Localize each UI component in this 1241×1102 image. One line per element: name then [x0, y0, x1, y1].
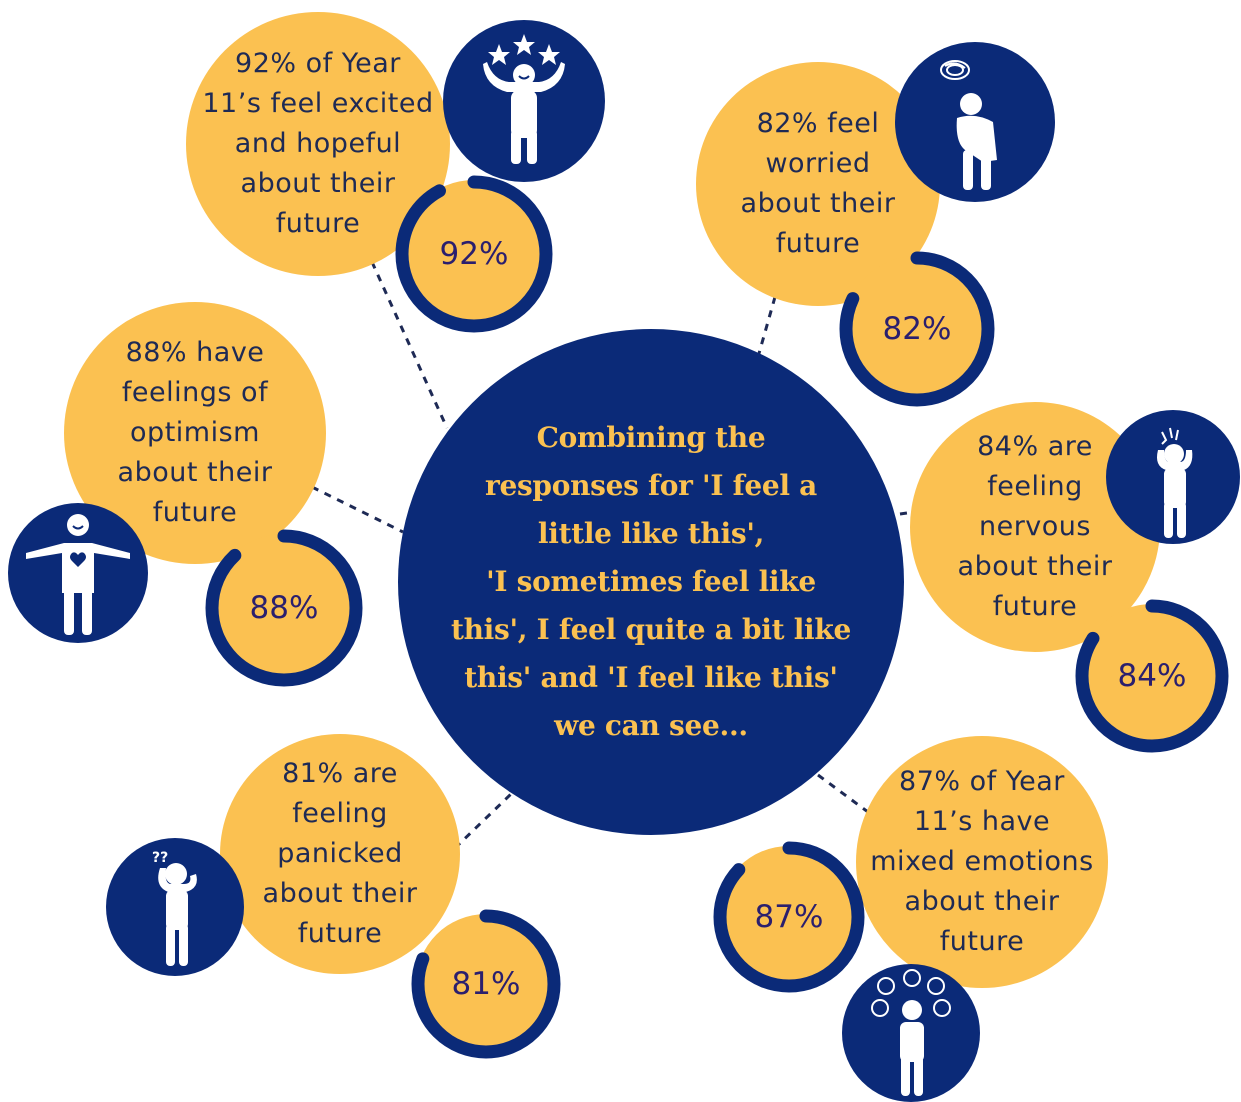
stat-text-excited: 92% of Year 11’s feel excited and hopefu… [202, 48, 434, 239]
ring-arc-nervous [1075, 599, 1229, 753]
percent-label-worried: 82% [882, 311, 952, 347]
percent-label-panicked: 81% [451, 966, 521, 1002]
confused-person-question-marks-icon: ?? [106, 838, 244, 976]
center-summary-text: Combining the responses for 'I feel a li… [450, 421, 851, 742]
svg-text:??: ?? [152, 850, 168, 866]
stat-bubble-excited: 92% of Year 11’s feel excited and hopefu… [186, 12, 450, 276]
thinking-person-emotions-icon [842, 964, 980, 1102]
connector-panicked [453, 792, 513, 850]
ring-arc-mixed [713, 841, 865, 993]
connector-worried [756, 296, 777, 358]
ring-arc-excited [395, 175, 553, 333]
connector-optimism [311, 485, 404, 534]
stat-text-worried: 82% feel worried about their future [740, 108, 896, 259]
stat-text-panicked: 81% are feeling panicked about their fut… [262, 758, 418, 949]
stat-text-nervous: 84% are feeling nervous about their futu… [957, 431, 1113, 622]
worried-seated-person-icon [895, 42, 1055, 202]
percent-ring-nervous: 84% [1068, 592, 1236, 760]
percent-label-nervous: 84% [1117, 658, 1187, 694]
ring-background [400, 180, 548, 328]
stat-text-mixed: 87% of Year 11’s have mixed emotions abo… [870, 766, 1094, 957]
percent-label-excited: 92% [439, 236, 509, 272]
person-heart-open-arms-icon [8, 503, 148, 643]
connector-mixed [817, 773, 869, 814]
ring-arc-optimism [205, 529, 363, 687]
percent-ring-excited: 92% [388, 168, 560, 340]
percent-label-optimism: 88% [249, 590, 319, 626]
connector-nervous [899, 510, 915, 516]
cheering-person-stars-icon [443, 20, 605, 182]
percent-label-mixed: 87% [754, 899, 824, 935]
nervous-person-headache-icon [1106, 410, 1240, 544]
percent-ring-mixed: 87% [706, 834, 872, 1000]
percent-ring-optimism: 88% [198, 522, 370, 694]
ring-background [844, 256, 990, 402]
ring-arc-worried [839, 251, 995, 407]
stat-text-optimism: 88% have feelings of optimism about thei… [117, 337, 273, 528]
ring-background [210, 534, 358, 682]
percent-ring-panicked: 81% [404, 902, 568, 1066]
ring-background [1080, 604, 1224, 748]
percent-ring-worried: 82% [832, 244, 1002, 414]
connector-excited [370, 261, 449, 429]
ring-arc-panicked [411, 909, 561, 1059]
stat-bubble-panicked: 81% are feeling panicked about their fut… [220, 734, 460, 974]
center-circle: Combining the responses for 'I feel a li… [398, 329, 904, 835]
stat-bubble-mixed: 87% of Year 11’s have mixed emotions abo… [856, 736, 1108, 988]
ring-background [416, 914, 556, 1054]
ring-background [718, 846, 860, 988]
